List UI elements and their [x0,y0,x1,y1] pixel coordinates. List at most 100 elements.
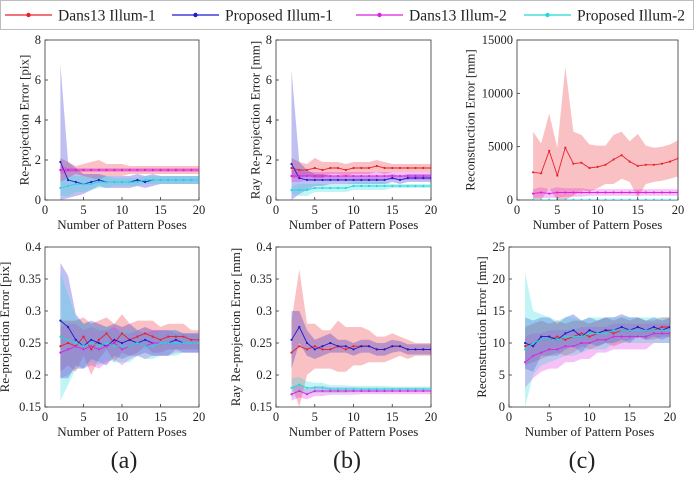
y-axis-label: Reconstruction Error [mm] [463,49,478,191]
data-point [105,341,108,345]
data-point [383,184,386,188]
y-tick-label: 0.4 [25,240,41,254]
x-tick-label: 15 [154,410,167,424]
series-layer [59,64,199,200]
y-tick-label: 0.25 [19,336,41,350]
error-band [525,317,670,366]
data-point [298,345,301,348]
data-point [383,166,386,170]
legend-marker-dot [545,12,550,18]
x-axis-label: Number of Pattern Poses [525,424,655,439]
data-point [414,184,417,188]
data-point [636,164,639,167]
error-band [60,272,199,401]
data-point [90,182,93,186]
data-point [532,345,535,348]
caption-c: (c) [569,448,596,474]
data-point [604,163,607,166]
data-point [398,389,402,393]
data-point [159,338,162,341]
x-tick-label: 5 [312,203,318,217]
data-point [375,184,378,188]
data-point [298,174,301,178]
data-point [298,168,301,172]
data-point [668,191,672,194]
data-point [620,154,623,157]
y-tick-label: 0.3 [256,304,272,318]
data-point [548,192,551,195]
data-point [406,174,409,178]
data-point [305,174,309,178]
data-point [580,198,583,200]
data-point [336,345,340,348]
y-tick-label: 0 [499,400,505,414]
data-point [113,338,116,341]
data-point [383,389,386,393]
data-point [67,348,70,351]
data-point [588,332,591,335]
data-point [305,393,309,396]
data-point [604,191,607,194]
data-point [668,160,672,163]
data-point [375,388,378,391]
data-point [151,168,154,172]
y-axis-label: Reconstruction Error [mm] [474,256,489,398]
data-point [360,388,363,391]
data-point [414,348,417,351]
data-point [612,191,615,194]
data-point [313,174,316,178]
data-point [159,178,162,182]
legend-marker-dot [193,12,198,18]
data-point [352,178,355,182]
data-point [398,184,402,188]
data-point [548,335,551,338]
data-point [329,389,332,393]
legend-entry-3: Dans13 Illum-2 [356,8,507,25]
y-axis-label: Re-projection Error [pix] [0,262,12,393]
series-layer [524,272,670,407]
data-point [182,178,185,182]
data-point [604,198,607,200]
data-point [290,188,293,192]
y-tick-label: 4 [266,113,273,127]
data-point [612,332,615,335]
x-tick-label: 10 [116,203,129,217]
data-point [90,180,93,184]
data-point [336,174,340,178]
data-point [604,338,607,341]
data-point [120,345,124,348]
data-point [596,332,599,335]
legend-label: Proposed Illum-2 [577,8,685,25]
data-point [113,341,116,345]
data-point [360,345,363,348]
data-point [321,186,324,190]
data-point [367,174,371,178]
data-point [144,168,147,172]
data-point [652,163,656,166]
plot-area [516,39,679,201]
data-point [329,178,332,182]
data-point [375,164,378,168]
data-point [313,166,316,170]
data-point [290,166,293,170]
data-point [336,178,340,182]
data-point [97,338,100,341]
error-band [291,311,431,369]
y-tick-label: 15000 [482,33,513,47]
data-point [82,345,85,348]
x-tick-label: 15 [632,203,645,217]
y-tick-label: 2 [266,153,272,167]
y-tick-label: 10 [493,336,506,350]
data-point [422,166,425,170]
data-point [406,388,409,391]
data-point [290,351,293,354]
data-point [336,388,340,391]
data-point [588,329,591,332]
data-point [344,388,347,391]
data-point [580,191,583,194]
data-point [190,338,193,341]
data-point [391,174,394,178]
data-point [660,325,664,329]
chart-panel-3: 0 5 10 15 20 0 5000 10000 15000 Number of Pattern… [463,33,685,232]
data-point [660,329,664,332]
